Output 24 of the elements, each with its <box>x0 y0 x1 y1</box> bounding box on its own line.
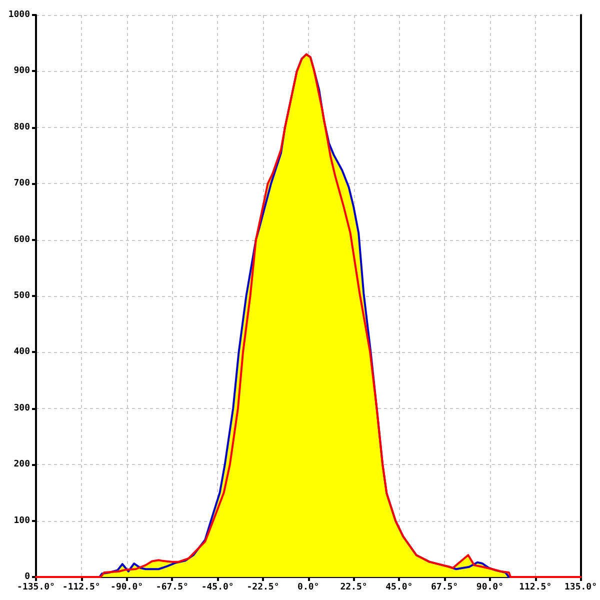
x-tick-label: -135.0° <box>17 582 55 592</box>
y-tick-label: 900 <box>14 66 30 76</box>
y-tick-label: 200 <box>14 460 30 470</box>
y-tick-label: 700 <box>14 178 30 189</box>
y-tick-label: 300 <box>14 403 30 414</box>
x-tick-label: 90.0° <box>476 582 504 592</box>
x-tick-label: -22.5° <box>246 582 280 592</box>
x-tick-label: 45.0° <box>386 582 413 592</box>
y-tick-label: 800 <box>14 122 30 132</box>
y-tick-label: 1000 <box>8 10 30 20</box>
x-tick-label: -67.5° <box>156 582 188 592</box>
y-tick-label: 0 <box>24 572 30 582</box>
x-tick-label: -45.0° <box>201 582 234 592</box>
y-tick-label: 600 <box>14 234 30 245</box>
x-tick-label: -90.0° <box>110 582 144 592</box>
x-tick-label: 0.0° <box>298 582 320 592</box>
x-tick-label: 112.5° <box>519 582 552 592</box>
y-tick-label: 500 <box>14 291 30 301</box>
x-tick-label: 22.5° <box>340 582 368 592</box>
y-tick-label: 400 <box>14 347 30 358</box>
x-tick-label: 135.0° <box>564 582 597 592</box>
y-tick-label: 100 <box>14 516 30 526</box>
x-tick-label: 67.5° <box>431 582 458 592</box>
x-tick-label: -112.5° <box>62 582 100 592</box>
